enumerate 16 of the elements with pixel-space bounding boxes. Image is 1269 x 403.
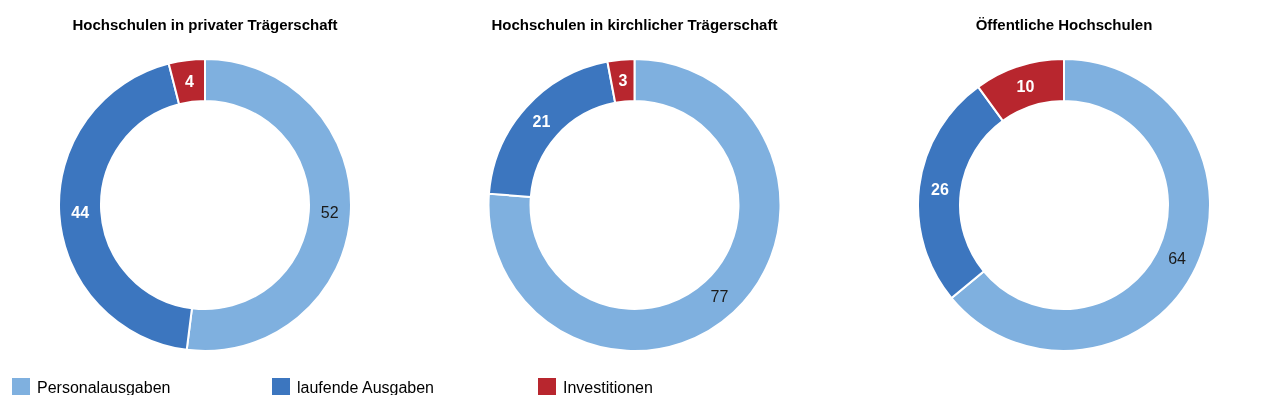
- legend-label: laufende Ausgaben: [297, 378, 435, 396]
- data-label: 4: [184, 72, 194, 90]
- data-label: 44: [71, 204, 90, 222]
- data-label: 77: [710, 288, 729, 306]
- data-label: 26: [931, 180, 949, 198]
- chart-title: Hochschulen in privater Trägerschaft: [72, 16, 338, 33]
- chart-title: Hochschulen in kirchlicher Trägerschaft: [491, 16, 778, 33]
- data-label: 52: [320, 204, 339, 222]
- chart-title: Öffentliche Hochschulen: [975, 16, 1153, 33]
- legend-label: Personalausgaben: [37, 378, 171, 396]
- data-label: 10: [1016, 77, 1035, 95]
- donut-slice: [487, 58, 782, 352]
- legend-label: Investitionen: [563, 378, 653, 396]
- data-label: 3: [618, 72, 628, 90]
- data-label: 21: [532, 113, 551, 131]
- data-label: 64: [1168, 249, 1187, 267]
